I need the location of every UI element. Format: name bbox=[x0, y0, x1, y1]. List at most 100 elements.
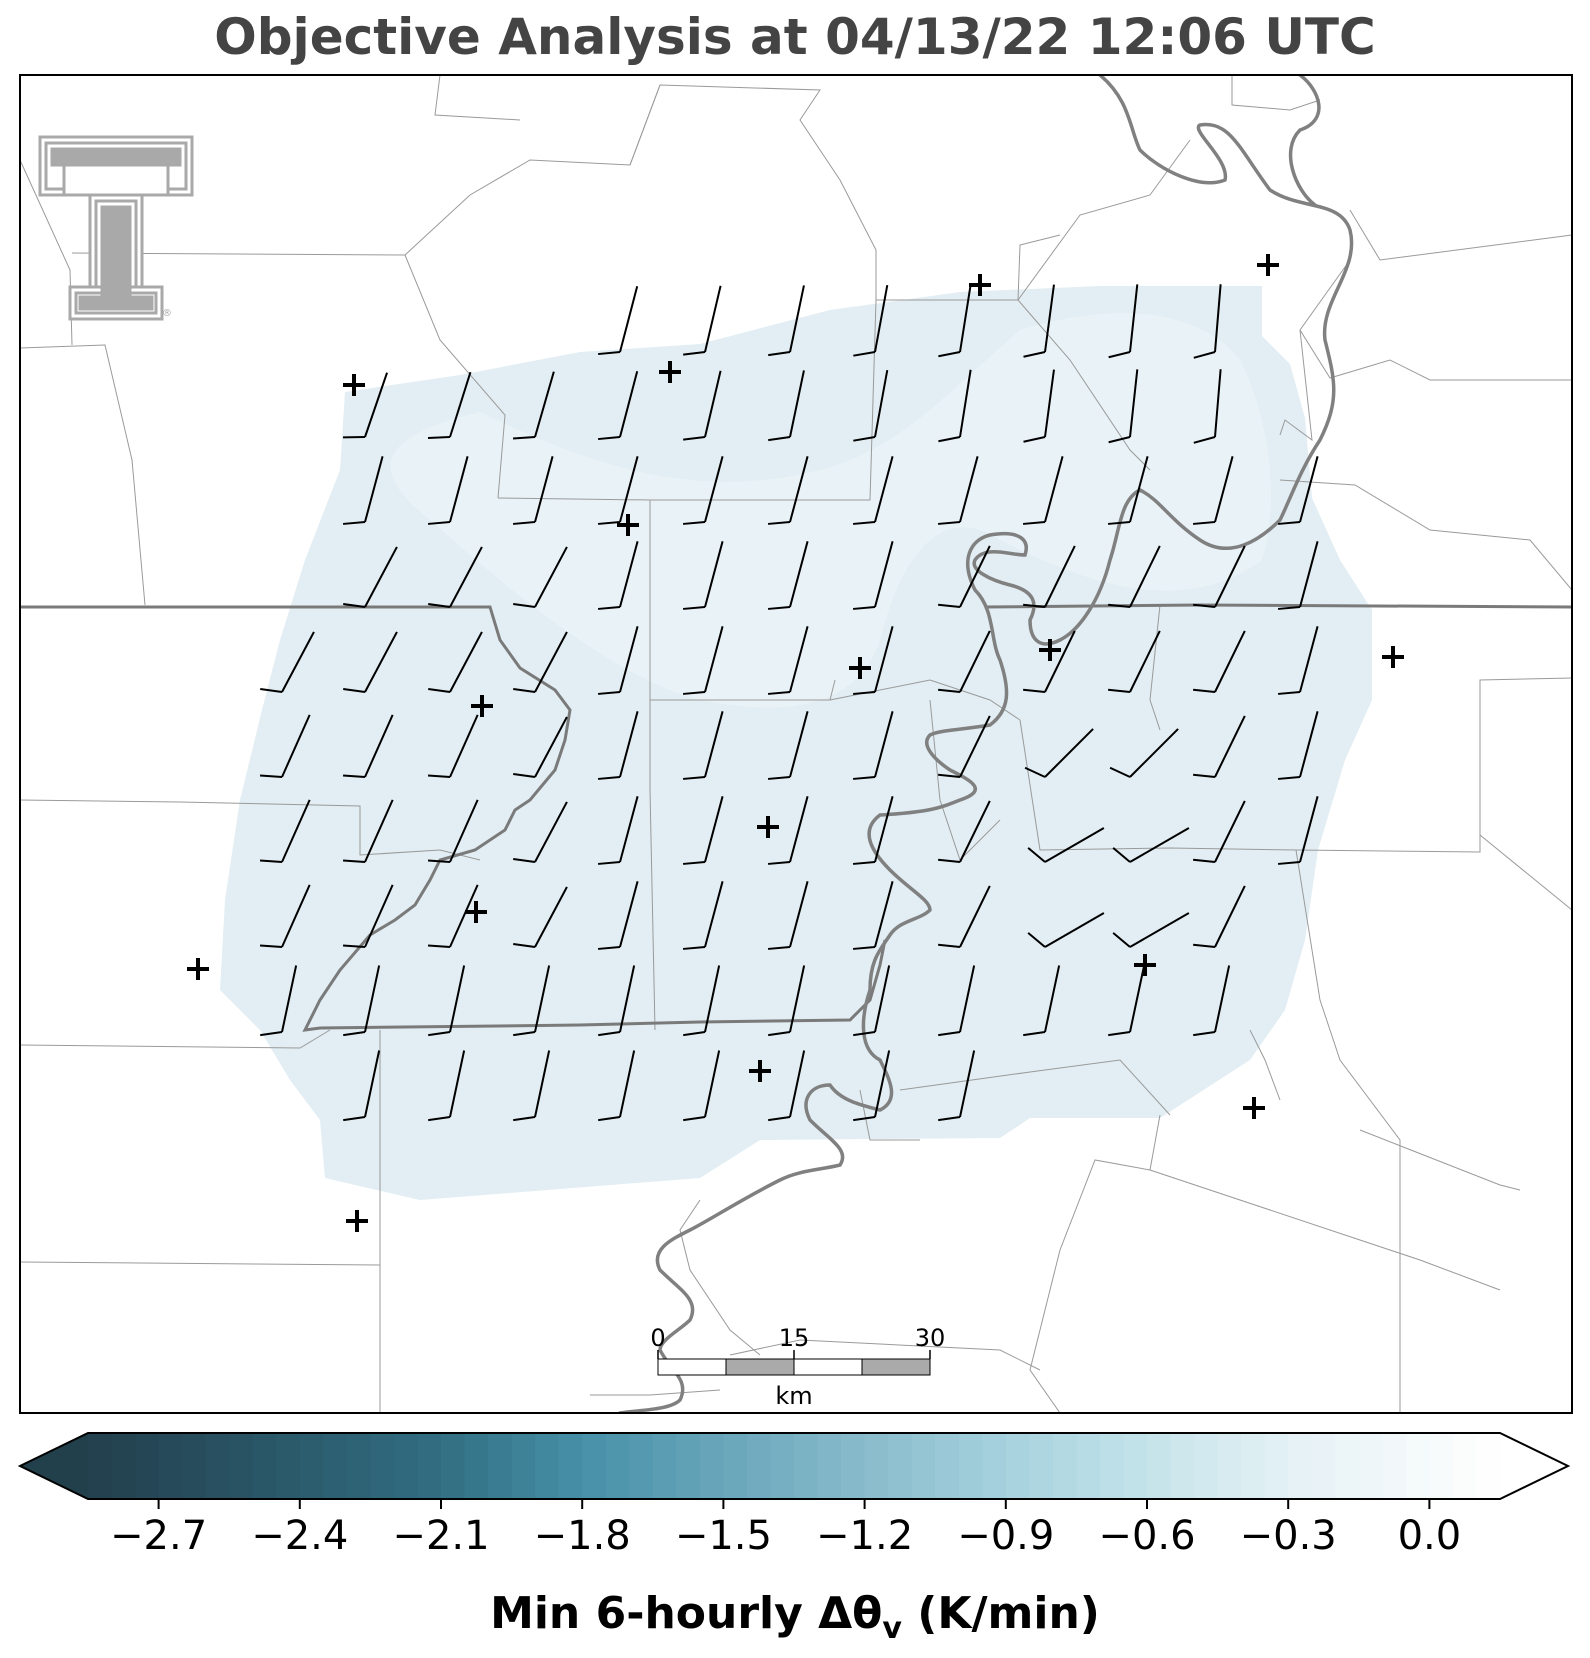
wind-barb bbox=[852, 456, 894, 525]
county-boundaries bbox=[20, 75, 1572, 1413]
wind-barb bbox=[682, 541, 724, 610]
wind-barb bbox=[428, 546, 483, 608]
station-marker bbox=[749, 1060, 771, 1082]
rivers bbox=[618, 75, 1354, 1413]
wind-barb bbox=[513, 886, 568, 948]
wind-barb bbox=[260, 631, 315, 693]
map-panel[interactable]: ® 0 15 30 km bbox=[20, 75, 1572, 1413]
wind-barb bbox=[938, 630, 991, 693]
wind-barb bbox=[342, 714, 394, 778]
wind-barb bbox=[1277, 456, 1319, 525]
wind-barb bbox=[852, 711, 894, 780]
colorbar-tick-label: −2.7 bbox=[110, 1513, 207, 1559]
wind-barb bbox=[767, 626, 809, 695]
colorbar-label: Min 6-hourly Δθv (K/min) bbox=[0, 1588, 1590, 1646]
colorbar-segment bbox=[1147, 1433, 1172, 1499]
wind-barb bbox=[767, 456, 809, 525]
wind-barb bbox=[598, 965, 636, 1037]
colorbar-segment bbox=[393, 1433, 419, 1499]
observation-stations bbox=[187, 254, 1404, 1232]
wind-barb bbox=[343, 1050, 381, 1122]
colorbar-segment bbox=[1194, 1433, 1219, 1499]
river-north bbox=[1288, 75, 1321, 207]
colorbar-segment bbox=[582, 1433, 607, 1499]
wind-barb bbox=[1193, 965, 1231, 1037]
colorbar-segment bbox=[299, 1433, 324, 1499]
wind-barb bbox=[1108, 369, 1139, 444]
wind-barb bbox=[597, 541, 639, 610]
colorbar-tick-label: −1.5 bbox=[675, 1513, 772, 1559]
station-marker bbox=[471, 695, 493, 717]
colorbar-segment bbox=[488, 1433, 513, 1499]
wind-barbs bbox=[259, 284, 1319, 1122]
wind-barb bbox=[1112, 827, 1190, 863]
wind-barb bbox=[427, 714, 479, 778]
wind-barb bbox=[852, 626, 894, 695]
wind-barb bbox=[1192, 456, 1234, 525]
colorbar-extend-high bbox=[1500, 1433, 1568, 1499]
colorbar-segment bbox=[1123, 1433, 1148, 1499]
wind-barb bbox=[513, 801, 568, 863]
wind-barb bbox=[1027, 827, 1105, 863]
colorbar-segment bbox=[1288, 1433, 1313, 1499]
colorbar-tick-label: −0.6 bbox=[1098, 1513, 1195, 1559]
state-line-north bbox=[20, 605, 887, 1032]
wind-barb bbox=[1022, 456, 1064, 525]
wind-barb bbox=[597, 456, 639, 525]
colorbar-segment bbox=[1005, 1433, 1030, 1499]
station-marker bbox=[617, 514, 639, 536]
scale-tick-15: 15 bbox=[779, 1324, 810, 1352]
colorbar-segment bbox=[1382, 1433, 1407, 1499]
texas-tech-double-t-logo bbox=[38, 135, 194, 321]
colorbar-segment bbox=[1264, 1433, 1289, 1499]
scale-bar: 0 15 30 km bbox=[650, 1324, 945, 1410]
station-marker bbox=[465, 901, 487, 923]
wind-barb bbox=[343, 546, 398, 608]
wind-barb bbox=[512, 456, 554, 525]
wind-barb bbox=[1277, 541, 1319, 610]
map-title: Objective Analysis at 04/13/22 12:06 UTC bbox=[214, 8, 1376, 66]
station-marker bbox=[969, 274, 991, 296]
colorbar-segment bbox=[1099, 1433, 1125, 1499]
wind-barb bbox=[597, 796, 639, 865]
colorbar-tick-label: −2.4 bbox=[251, 1513, 348, 1559]
wind-barb bbox=[1108, 545, 1161, 608]
colorbar-segment bbox=[1029, 1433, 1054, 1499]
wind-barb bbox=[597, 711, 639, 780]
station-marker bbox=[1039, 639, 1061, 661]
colorbar-segment bbox=[205, 1433, 230, 1499]
wind-barb bbox=[513, 965, 551, 1037]
wind-barb bbox=[1108, 630, 1161, 693]
colorbar bbox=[17, 1432, 1571, 1500]
colorbar-segment bbox=[1217, 1433, 1242, 1499]
colorbar-label-main: Min 6-hourly Δθ bbox=[490, 1588, 883, 1639]
wind-barb bbox=[853, 1050, 891, 1122]
wind-barb bbox=[768, 1050, 806, 1122]
colorbar-segment bbox=[558, 1433, 583, 1499]
wind-barb bbox=[1023, 284, 1055, 358]
state-line-east bbox=[984, 603, 1572, 609]
colorbar-label-units: (K/min) bbox=[901, 1588, 1100, 1639]
wind-barb bbox=[1277, 711, 1319, 780]
wind-barb bbox=[938, 545, 991, 608]
wind-barb bbox=[1193, 630, 1246, 693]
colorbar-segment bbox=[1405, 1433, 1430, 1499]
colorbar-tick-label: −0.3 bbox=[1240, 1513, 1337, 1559]
colorbar-segment bbox=[1076, 1433, 1101, 1499]
scale-tick-0: 0 bbox=[650, 1324, 665, 1352]
wind-barb bbox=[1193, 885, 1246, 948]
station-marker bbox=[659, 361, 681, 383]
wind-barb bbox=[683, 1050, 721, 1122]
colorbar-segment bbox=[1358, 1433, 1383, 1499]
colorbar-segment bbox=[629, 1433, 654, 1499]
wind-barb bbox=[682, 796, 724, 865]
colorbar-segment bbox=[699, 1433, 724, 1499]
colorbar-segment bbox=[770, 1433, 795, 1499]
wind-barb bbox=[683, 965, 721, 1037]
wind-barb bbox=[427, 456, 469, 525]
logo-registered-mark: ® bbox=[162, 308, 172, 319]
wind-barb bbox=[1193, 284, 1222, 359]
wind-barb bbox=[767, 881, 809, 950]
colorbar-segment bbox=[864, 1433, 889, 1499]
wind-barb bbox=[683, 285, 722, 356]
